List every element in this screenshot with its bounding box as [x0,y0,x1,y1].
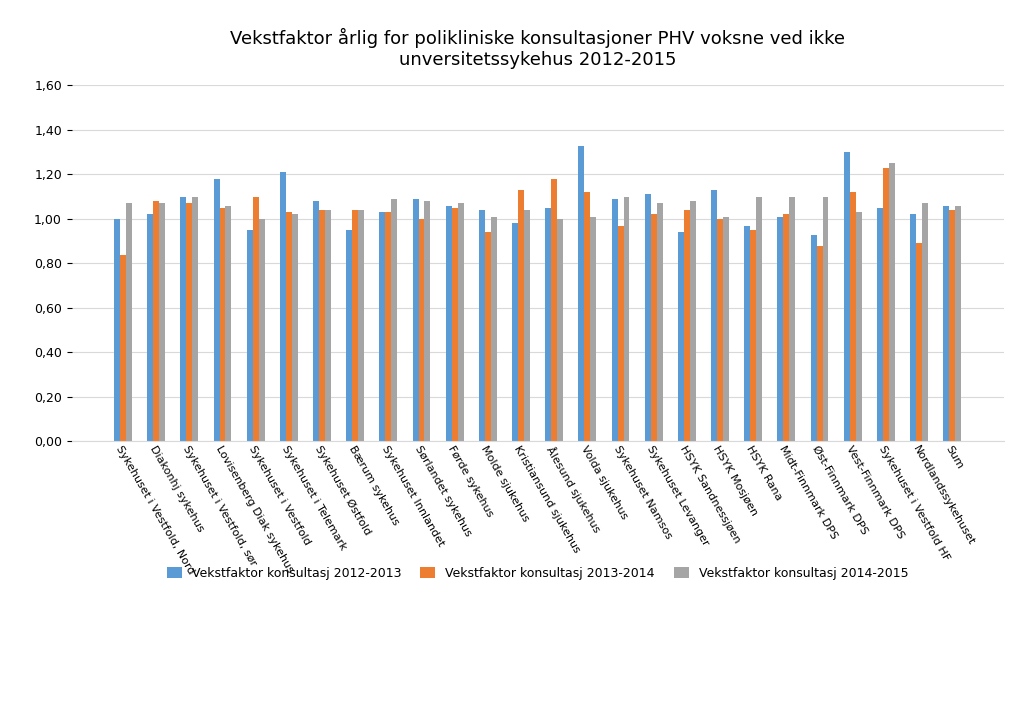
Bar [346,230,352,441]
Bar [292,214,298,441]
Bar [154,201,159,441]
Bar [822,197,828,441]
Bar [889,163,895,441]
Bar [445,206,452,441]
Bar [943,206,949,441]
Bar [379,212,385,441]
Bar [479,210,484,441]
Bar [922,204,928,441]
Bar [751,230,756,441]
Bar [286,212,292,441]
Title: Vekstfaktor årlig for polikliniske konsultasjoner PHV voksne ved ikke
unversitet: Vekstfaktor årlig for polikliniske konsu… [230,28,845,68]
Bar [645,194,650,441]
Bar [159,204,165,441]
Bar [391,199,397,441]
Legend: Vekstfaktor konsultasj 2012-2013, Vekstfaktor konsultasj 2013-2014, Vekstfaktor : Vekstfaktor konsultasj 2012-2013, Vekstf… [162,562,913,585]
Bar [844,152,850,441]
Bar [247,230,253,441]
Bar [280,172,286,441]
Bar [883,168,889,441]
Bar [512,224,518,441]
Bar [955,206,962,441]
Bar [579,145,585,441]
Bar [524,210,530,441]
Bar [458,204,464,441]
Bar [551,179,557,441]
Bar [114,219,120,441]
Bar [783,214,790,441]
Bar [259,219,264,441]
Bar [877,208,883,441]
Bar [850,192,856,441]
Bar [777,216,783,441]
Bar [193,197,199,441]
Bar [214,179,219,441]
Bar [313,201,319,441]
Bar [425,201,430,441]
Bar [147,214,154,441]
Bar [678,232,684,441]
Bar [723,216,729,441]
Bar [126,204,132,441]
Bar [585,192,591,441]
Bar [684,210,690,441]
Bar [711,190,717,441]
Bar [557,219,563,441]
Bar [358,210,365,441]
Bar [617,226,624,441]
Bar [219,208,225,441]
Bar [413,199,419,441]
Bar [611,199,617,441]
Bar [790,197,796,441]
Bar [518,190,524,441]
Bar [690,201,696,441]
Bar [490,216,497,441]
Bar [816,246,822,441]
Bar [624,197,630,441]
Bar [545,208,551,441]
Bar [325,210,331,441]
Bar [253,197,259,441]
Bar [419,219,425,441]
Bar [744,226,751,441]
Bar [484,232,490,441]
Bar [811,234,816,441]
Bar [856,212,861,441]
Bar [656,204,663,441]
Bar [319,210,325,441]
Bar [352,210,358,441]
Bar [452,208,458,441]
Bar [225,206,231,441]
Bar [591,216,596,441]
Bar [717,219,723,441]
Bar [186,204,193,441]
Bar [650,214,656,441]
Bar [916,244,922,441]
Bar [120,254,126,441]
Bar [949,210,955,441]
Bar [756,197,762,441]
Bar [180,197,186,441]
Bar [910,214,916,441]
Bar [385,212,391,441]
